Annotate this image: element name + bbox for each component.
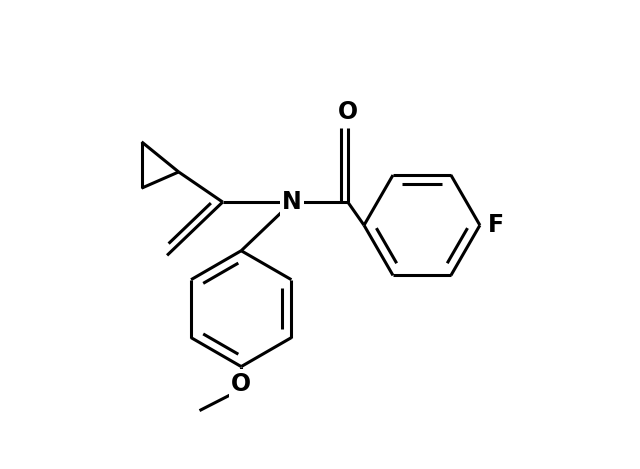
Text: O: O: [231, 372, 252, 396]
Text: O: O: [338, 100, 358, 124]
Text: F: F: [488, 213, 504, 237]
Text: N: N: [282, 190, 302, 214]
